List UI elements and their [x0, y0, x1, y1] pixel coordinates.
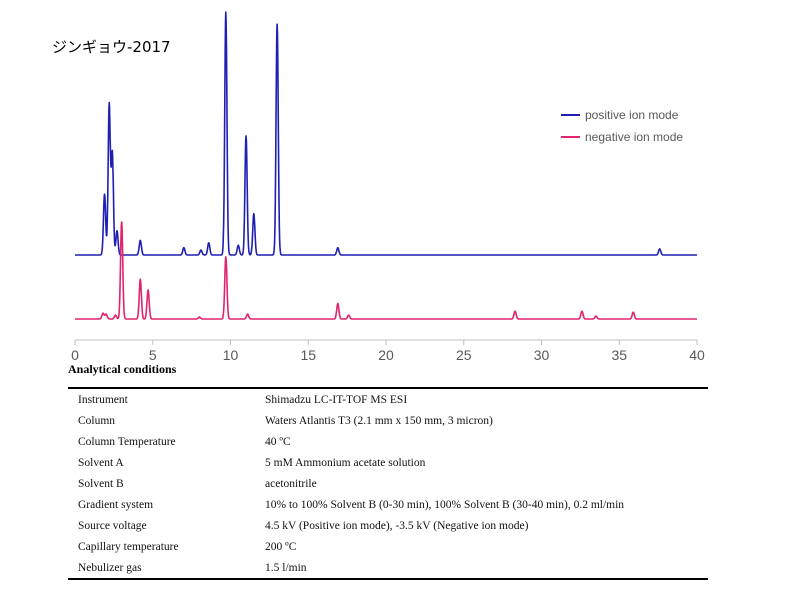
row-value: 10% to 100% Solvent B (0-30 min), 100% S… [265, 498, 625, 511]
conditions-table: Instrument Shimadzu LC-IT-TOF MS ESI Colu… [68, 387, 708, 580]
row-label: Source voltage [78, 519, 147, 532]
table-row: Gradient system 10% to 100% Solvent B (0-… [68, 494, 708, 515]
chromatogram-traces [74, 11, 698, 320]
x-tick-label: 40 [689, 347, 705, 360]
row-value: 4.5 kV (Positive ion mode), -3.5 kV (Neg… [265, 519, 529, 532]
row-value: 5 mM Ammonium acetate solution [265, 456, 426, 469]
row-label: Nebulizer gas [68, 557, 255, 580]
table-row: Solvent A 5 mM Ammonium acetate solution [68, 452, 708, 473]
x-tick-label: 0 [71, 347, 79, 360]
row-value: 200 ºC [265, 540, 297, 553]
table-row: Source voltage 4.5 kV (Positive ion mode)… [68, 515, 708, 536]
row-label: Capillary temperature [78, 540, 179, 553]
x-tick-label: 5 [149, 347, 157, 360]
row-value: 40 ºC [265, 435, 291, 448]
legend: positive ion mode negative ion mode [561, 108, 683, 144]
row-value: Waters Atlantis T3 (2.1 mm x 150 mm, 3 m… [265, 414, 493, 427]
row-label: Solvent A [78, 456, 124, 469]
conditions-heading: Analytical conditions [68, 362, 177, 376]
x-tick-label: 35 [611, 347, 627, 360]
legend-label-negative: negative ion mode [585, 130, 683, 144]
table-row: Nebulizer gas 1.5 l/min [68, 557, 708, 580]
row-label: Instrument [68, 387, 255, 410]
series-line-negative [74, 221, 698, 320]
chromatogram-chart: ジンギョウ-2017 positive ion mode negative io… [52, 11, 705, 360]
series-line-positive [74, 11, 698, 256]
row-label: Column [78, 414, 116, 427]
legend-label-positive: positive ion mode [585, 108, 679, 122]
x-tick-label: 15 [300, 347, 316, 360]
x-tick-label: 10 [223, 347, 239, 360]
row-label: Gradient system [78, 498, 154, 511]
table-row: Column Waters Atlantis T3 (2.1 mm x 150 m… [68, 410, 708, 431]
table-row: Instrument Shimadzu LC-IT-TOF MS ESI [68, 387, 708, 410]
table-row: Column Temperature 40 ºC [68, 431, 708, 452]
x-tick-label: 30 [534, 347, 550, 360]
row-value: acetonitrile [265, 477, 317, 490]
chart-title: ジンギョウ-2017 [52, 38, 171, 56]
x-tick-label: 25 [456, 347, 472, 360]
row-value: 1.5 l/min [255, 557, 708, 580]
x-axis: 0 5 10 15 20 25 30 35 40 [71, 339, 705, 360]
row-label: Solvent B [78, 477, 124, 490]
table-row: Solvent B acetonitrile [68, 473, 708, 494]
table-row: Capillary temperature 200 ºC [68, 536, 708, 557]
row-label: Column Temperature [78, 435, 176, 448]
x-tick-label: 20 [378, 347, 394, 360]
row-value: Shimadzu LC-IT-TOF MS ESI [255, 387, 708, 410]
